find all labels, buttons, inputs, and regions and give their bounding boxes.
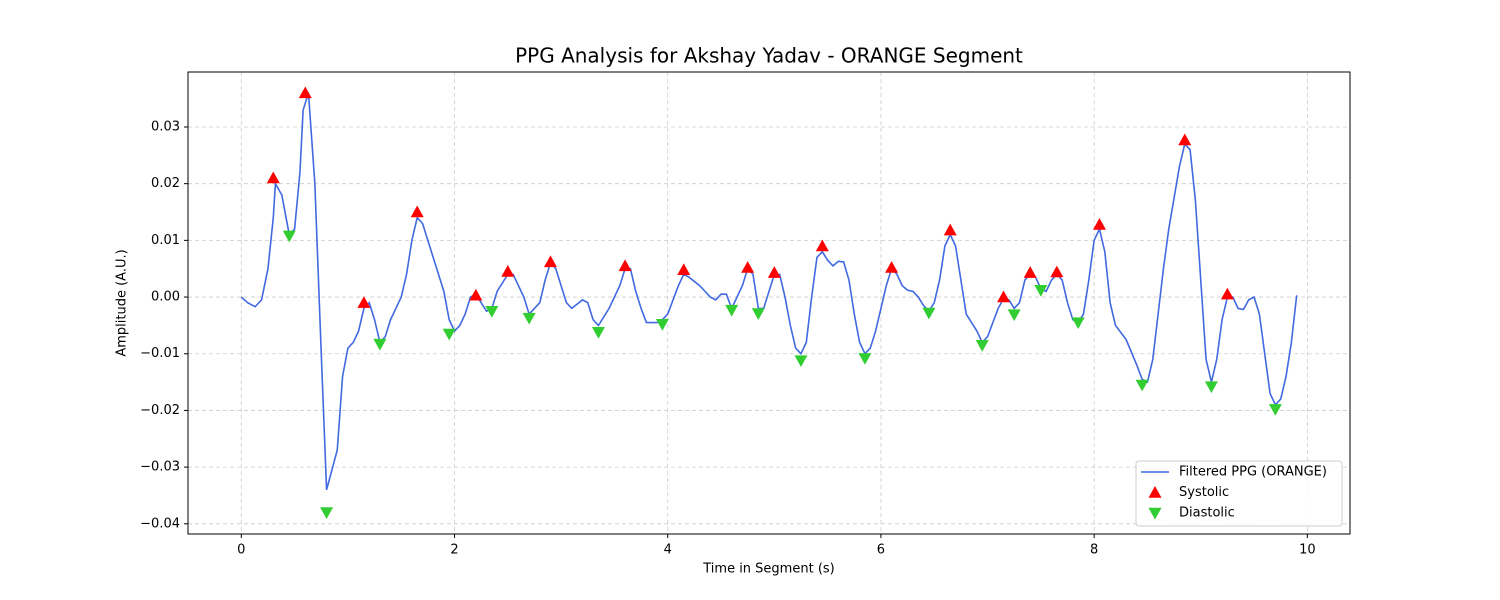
diastolic-marker xyxy=(1268,404,1282,416)
y-tick-label: 0.03 xyxy=(151,119,180,134)
systolic-marker xyxy=(1023,266,1037,278)
y-tick-label: −0.02 xyxy=(140,403,180,418)
systolic-marker xyxy=(677,263,691,276)
diastolic-marker xyxy=(373,338,387,351)
diastolic-marker xyxy=(320,507,334,519)
diastolic-marker xyxy=(725,304,739,317)
systolic-marker xyxy=(469,288,483,301)
systolic-marker xyxy=(266,171,280,184)
diastolic-marker xyxy=(282,230,296,243)
diastolic-marker xyxy=(1034,285,1048,297)
chart-title: PPG Analysis for Akshay Yadav - ORANGE S… xyxy=(515,44,1023,68)
y-tick-label: 0.00 xyxy=(151,290,180,305)
diastolic-marker xyxy=(1007,309,1021,322)
systolic-marker xyxy=(357,296,371,308)
diastolic-marker xyxy=(442,328,456,341)
ppg-line xyxy=(240,92,1298,490)
systolic-marker xyxy=(1220,287,1234,300)
legend-box xyxy=(1135,460,1343,527)
systolic-marker xyxy=(997,290,1011,303)
x-tick-label: 4 xyxy=(664,543,672,558)
y-tick-label: −0.04 xyxy=(140,516,180,531)
systolic-marker xyxy=(618,259,632,272)
diastolic-marker xyxy=(522,312,536,325)
legend-label: Systolic xyxy=(1179,485,1229,500)
systolic-marker xyxy=(1092,217,1106,230)
systolic-marker xyxy=(885,261,899,273)
systolic-marker xyxy=(815,239,829,252)
systolic-marker xyxy=(943,223,957,236)
legend: Filtered PPG (ORANGE) Systolic Diastolic xyxy=(1135,460,1343,527)
legend-swatch xyxy=(1148,486,1162,498)
legend-label: Diastolic xyxy=(1179,506,1235,521)
axes-frame xyxy=(187,71,1351,535)
x-tick-label: 6 xyxy=(877,543,885,558)
systolic-marker xyxy=(741,261,755,273)
diastolic-marker xyxy=(751,308,765,320)
diastolic-marker xyxy=(1071,317,1085,330)
systolic-marker xyxy=(1178,133,1192,146)
diastolic-marker xyxy=(1135,379,1149,392)
diastolic-marker xyxy=(858,353,872,365)
legend-swatch xyxy=(1148,507,1162,520)
systolic-marker xyxy=(501,265,515,277)
diastolic-marker xyxy=(922,307,936,320)
systolic-marker xyxy=(298,86,312,99)
y-tick-label: −0.01 xyxy=(140,346,180,361)
y-axis-label: Amplitude (A.U.) xyxy=(115,249,130,356)
diastolic-marker xyxy=(485,306,499,318)
diastolic-marker xyxy=(794,355,808,368)
diastolic-marker xyxy=(655,319,669,331)
y-tick-label: −0.03 xyxy=(140,460,180,475)
x-tick-label: 8 xyxy=(1090,543,1098,558)
x-tick-label: 10 xyxy=(1299,543,1316,558)
systolic-marker xyxy=(1050,265,1064,278)
systolic-marker xyxy=(767,266,781,278)
legend-label: Filtered PPG (ORANGE) xyxy=(1179,465,1327,480)
x-tick-label: 0 xyxy=(237,543,245,558)
systolic-marker xyxy=(543,255,557,268)
diastolic-marker xyxy=(975,340,989,352)
y-tick-label: 0.02 xyxy=(151,176,180,191)
x-axis-label: Time in Segment (s) xyxy=(702,562,834,577)
y-tick-label: 0.01 xyxy=(151,233,180,248)
diastolic-marker xyxy=(591,326,605,339)
x-tick-label: 2 xyxy=(450,543,458,558)
diastolic-marker xyxy=(1204,381,1218,394)
systolic-marker xyxy=(410,205,424,218)
